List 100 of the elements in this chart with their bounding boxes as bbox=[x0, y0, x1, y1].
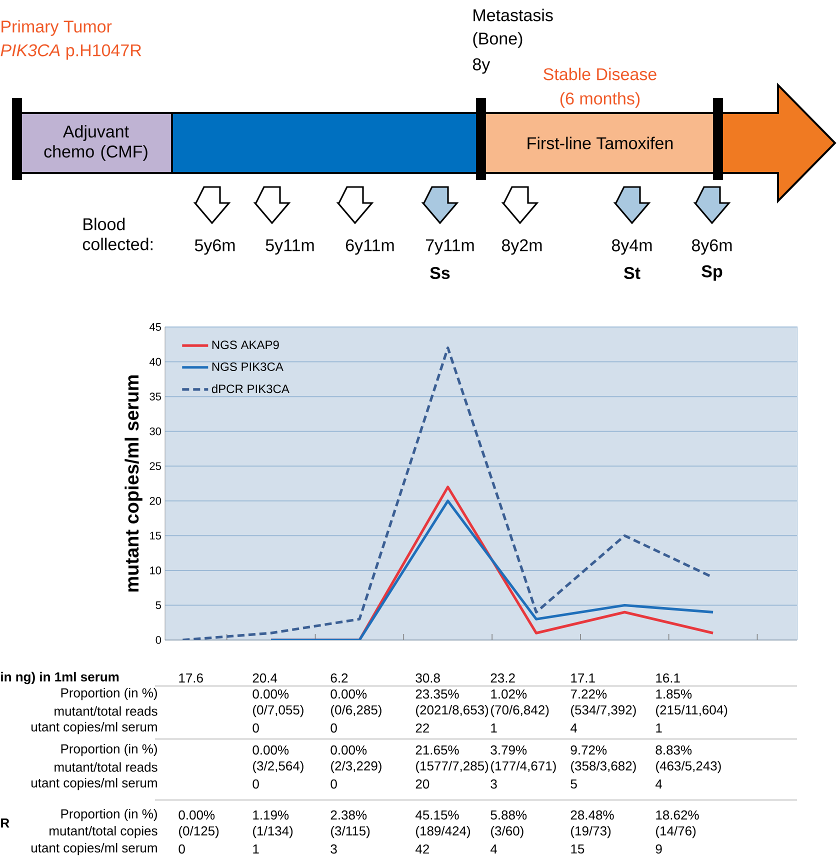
text: 6.2 bbox=[330, 673, 348, 683]
y-tick-label: 35 bbox=[150, 392, 162, 400]
text: utant copies/ml serum bbox=[31, 722, 157, 734]
text: 20 bbox=[416, 779, 430, 789]
y-tick-label: 20 bbox=[150, 497, 162, 505]
text: 8.83% bbox=[656, 745, 692, 755]
text: 4 bbox=[490, 844, 498, 854]
text: 4 bbox=[570, 724, 578, 732]
text: utant copies/ml serum bbox=[31, 778, 157, 790]
text: 5y11m bbox=[266, 239, 314, 255]
text: 9 bbox=[656, 844, 662, 854]
text: 28.48% bbox=[570, 810, 614, 820]
text: 0 bbox=[178, 844, 185, 854]
y-tick-label: 0 bbox=[156, 636, 162, 644]
text: Ss bbox=[430, 266, 450, 280]
y-tick-label: 40 bbox=[149, 358, 162, 366]
text: 0 bbox=[252, 779, 259, 789]
text: 0.00% bbox=[252, 689, 289, 699]
text: 0 bbox=[252, 723, 259, 733]
text: 23.2 bbox=[490, 673, 515, 683]
text: Proportion (in %) bbox=[61, 808, 157, 822]
text: 20.4 bbox=[252, 673, 278, 683]
text: 21.65% bbox=[416, 745, 459, 755]
text: (6 months) bbox=[560, 92, 640, 108]
text: Sp bbox=[702, 265, 722, 281]
y-tick-label: 10 bbox=[150, 566, 162, 574]
text: (0/125) bbox=[179, 826, 219, 838]
text: Blood collected: bbox=[82, 218, 152, 250]
text: 15 bbox=[571, 844, 584, 854]
text: (215/11,604) bbox=[656, 704, 728, 718]
text: 5y6m bbox=[194, 239, 235, 255]
text: 42 bbox=[416, 844, 430, 854]
text: 3.79% bbox=[490, 745, 527, 755]
text: 1 bbox=[253, 844, 259, 854]
text: R bbox=[1, 818, 10, 828]
text: Proportion (in %) bbox=[61, 744, 157, 756]
text: 9.72% bbox=[570, 745, 607, 755]
text: First-line Tamoxifen bbox=[528, 136, 673, 150]
text: (3/115) bbox=[331, 826, 370, 838]
y-axis-title: mutant copies/ml serum bbox=[124, 375, 142, 592]
text: in ng) in 1ml serum bbox=[1, 672, 119, 684]
text: 0.00% bbox=[252, 745, 289, 755]
text: 17.1 bbox=[571, 674, 595, 682]
text: (19/73) bbox=[571, 826, 611, 838]
legend-label: NGS PIK3CA bbox=[212, 362, 284, 371]
text: 3 bbox=[330, 844, 337, 854]
y-tick-label: 5 bbox=[156, 601, 162, 610]
text: Metastasis bbox=[474, 8, 553, 22]
text: (177/4,671) bbox=[491, 760, 556, 774]
text: (14/76) bbox=[656, 826, 696, 838]
text: (1577/7,285) bbox=[416, 760, 488, 774]
text: St bbox=[624, 266, 640, 280]
legend-label: NGS AKAP9 bbox=[212, 340, 279, 350]
text: (534/7,392) bbox=[571, 704, 636, 718]
text: Stable Disease bbox=[544, 68, 656, 80]
text: PIK3CA p.H1047R bbox=[0, 44, 142, 60]
text: (2021/8,653) bbox=[416, 704, 488, 718]
text: Proportion (in %) bbox=[61, 688, 157, 700]
text: (189/424) bbox=[416, 826, 470, 838]
text: 7y11m bbox=[426, 239, 474, 255]
text: 1 bbox=[656, 724, 662, 732]
y-tick-label: 25 bbox=[150, 462, 162, 470]
text: 2.38% bbox=[330, 810, 367, 820]
text: mutant/total copies bbox=[50, 826, 158, 838]
text: (463/5,243) bbox=[656, 760, 721, 774]
text: (Bone) bbox=[473, 32, 522, 48]
text: 1.85% bbox=[656, 689, 692, 699]
text: 22 bbox=[416, 723, 430, 733]
text: 45.15% bbox=[416, 810, 459, 820]
text: 3 bbox=[490, 779, 497, 789]
y-tick-label: 30 bbox=[150, 427, 162, 436]
text: 0 bbox=[330, 779, 337, 789]
legend-label: dPCR PIK3CA bbox=[212, 384, 290, 394]
text: 7.22% bbox=[570, 689, 607, 699]
text: mutant/total reads bbox=[54, 762, 158, 772]
text: mutant/total reads bbox=[54, 706, 158, 716]
text: 17.6 bbox=[179, 673, 203, 683]
text: 8y4m bbox=[612, 239, 652, 255]
text: 0 bbox=[330, 723, 337, 733]
text: (2/3,229) bbox=[331, 760, 382, 774]
text: 0.00% bbox=[330, 689, 367, 699]
y-tick-label: 15 bbox=[150, 532, 162, 540]
text: (70/6,842) bbox=[491, 704, 549, 718]
text: Adjuvant chemo (CMF) bbox=[44, 125, 148, 161]
text: (0/7,055) bbox=[253, 704, 304, 718]
text: 5.88% bbox=[490, 810, 527, 820]
text: 8y2m bbox=[502, 239, 542, 255]
text: 1.19% bbox=[253, 810, 289, 820]
text: utant copies/ml serum bbox=[31, 842, 157, 856]
text: 4 bbox=[656, 780, 662, 788]
text: Primary Tumor bbox=[2, 20, 112, 36]
text: 0.00% bbox=[330, 745, 367, 755]
text: (0/6,285) bbox=[331, 704, 382, 718]
text: 0.00% bbox=[178, 810, 215, 820]
text: 1.02% bbox=[491, 689, 527, 699]
text: 16.1 bbox=[656, 673, 680, 683]
text: 8y bbox=[472, 58, 490, 74]
text: 6y11m bbox=[346, 239, 394, 255]
y-tick-label: 45 bbox=[149, 323, 162, 331]
text: 23.35% bbox=[416, 689, 459, 699]
